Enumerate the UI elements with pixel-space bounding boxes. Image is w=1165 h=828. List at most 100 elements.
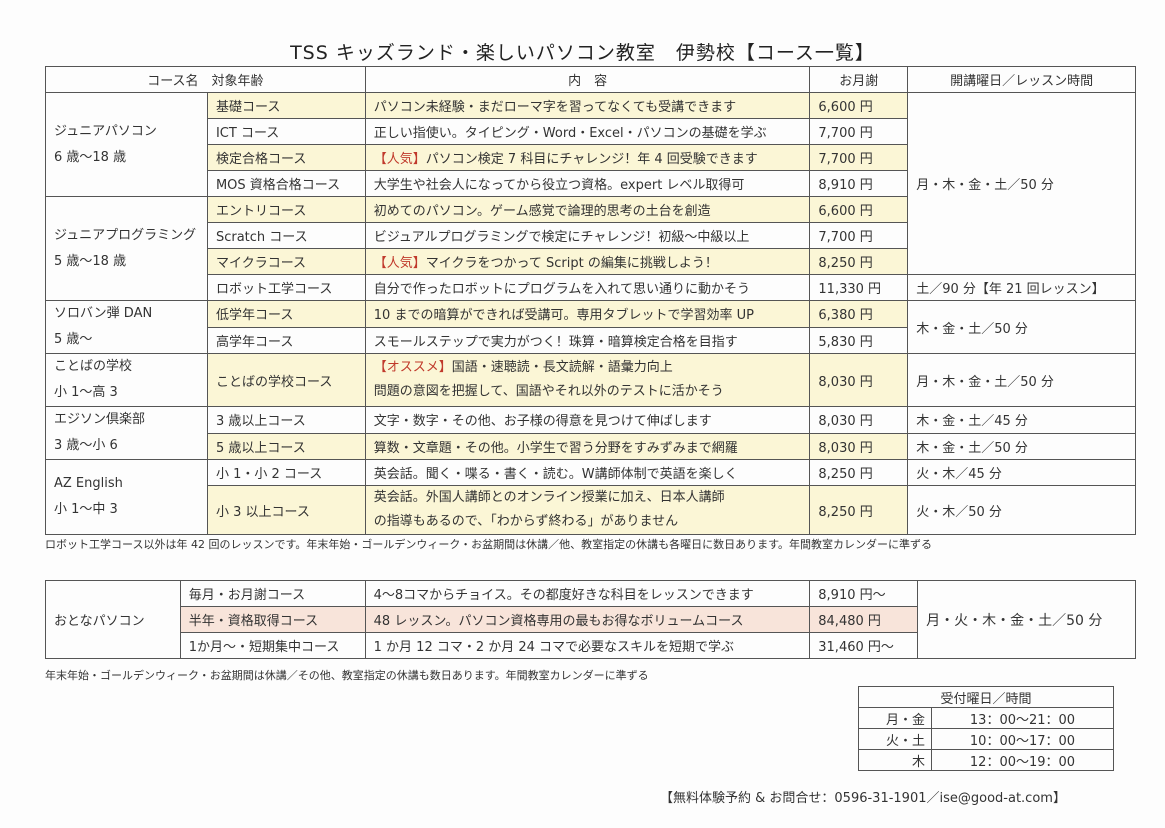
- group-age: 5 歳～: [54, 332, 93, 347]
- course-name: 基礎コース: [206, 92, 366, 119]
- course-schedule: 月・火・木・金・土／50 分: [917, 580, 1136, 659]
- group-age: 小 1～高 3: [54, 385, 118, 400]
- group-name: ソロバン弾 DAN: [54, 306, 153, 321]
- course-name: 小 1・小 2 コース: [206, 459, 366, 486]
- table-row: ソロバン弾 DAN 5 歳～ 低学年コース 10 までの暗算ができれば受講可。専用タブ…: [45, 300, 1136, 354]
- course-content: 【人気】パソコン検定 7 科目にチャレンジ！年 4 回受験できます: [364, 144, 811, 171]
- group-name: ことばの学校: [54, 359, 133, 374]
- hours-day: 月・金: [858, 707, 932, 729]
- table-row: ICT コース 正しい指使い。タイピング・Word・Excel・パソコンの基礎を学…: [46, 118, 1136, 145]
- table-row: 高学年コース スモールステップで実力がつく！珠算・暗算検定合格を目指す 5,830 …: [46, 326, 1136, 354]
- content-text: 文字・数字・その他、お子様の得意を見つけて伸ばします: [373, 414, 712, 430]
- course-price: 5,830 円: [809, 326, 909, 354]
- course-content: 自分で作ったロボットにプログラムを入れて思い通りに動かそう: [364, 274, 811, 301]
- note-holidays: 年末年始・ゴールデンウィーク・お盆期間は休講／その他、教室指定の休講も数日ありま…: [45, 669, 649, 682]
- content-text: スモールステップで実力がつく！珠算・暗算検定合格を目指す: [373, 334, 738, 350]
- content-text: 自分で作ったロボットにプログラムを入れて思い通りに動かそう: [373, 282, 751, 297]
- course-name: エントリコース: [206, 196, 366, 223]
- header-course: コース名 対象年齢: [45, 66, 366, 93]
- group-name: AZ English: [54, 476, 123, 491]
- content-text: 国語・速聴読・長文読解・語彙力向上: [451, 360, 673, 375]
- course-group: ジュニアプログラミング 5 歳～18 歳: [45, 196, 208, 301]
- table-header: コース名 対象年齢 内 容 お月謝 開講曜日／レッスン時間: [45, 66, 1136, 93]
- course-schedule: 木・金・土／45 分: [907, 406, 1136, 434]
- course-price: 7,700 円: [809, 118, 909, 145]
- header-price: お月謝: [809, 66, 909, 93]
- course-content: 算数・文章題・その他。小学生で習う分野をすみずみまで網羅: [364, 432, 811, 460]
- course-name: 検定合格コース: [206, 144, 366, 171]
- course-price: 6,600 円: [809, 92, 909, 119]
- content-text: 10 までの暗算ができれば受講可。専用タブレットで学習効率 UP: [373, 308, 754, 324]
- group-age: 小 1～中 3: [54, 502, 118, 517]
- course-table: コース名 対象年齢 内 容 お月謝 開講曜日／レッスン時間 ジュニアパソコン 6 …: [45, 66, 1136, 535]
- course-name: ICT コース: [206, 118, 366, 145]
- contact-info: 【無料体験予約 & お問合せ：0596-31-1901／ise@good-at.…: [660, 791, 1066, 806]
- table-row: ことばの学校小 1～高 3 ことばの学校コース 【オススメ】国語・速聴読・長文読解・…: [45, 353, 1136, 407]
- table-row: 小 3 以上コース 英会話。外国人講師とのオンライン授業に加え、日本人講師 の指導も…: [46, 485, 1136, 535]
- group-age: 6 歳～18 歳: [54, 149, 127, 165]
- course-name: ことばの学校コース: [206, 353, 366, 407]
- table-row: Scratch コース ビジュアルプログラミングで検定にチャレンジ！初級～中級以上…: [46, 222, 1136, 249]
- course-schedule: 月・木・金・土／50 分: [907, 92, 1136, 275]
- course-name: 半年・資格取得コース: [179, 606, 366, 633]
- content-line: 英会話。聞く・喋る・書く・読む。W講師体制で英語を楽しく: [374, 463, 802, 482]
- content-line: の指導もあるので、「わからず終わる」がありません: [373, 514, 679, 529]
- group-name: ジュニアパソコン: [54, 123, 157, 139]
- content-text: パソコン検定 7 科目にチャレンジ！年 4 回受験できます: [425, 152, 758, 167]
- table-row: AZ English 小 1～中 3 小 1・小 2 コース 英会話。聞く・喋る・書く…: [45, 459, 1136, 535]
- tag-label: 【オススメ】: [373, 360, 452, 375]
- course-group: おとなパソコン: [45, 580, 181, 659]
- group-name: ジュニアプログラミング: [54, 227, 197, 243]
- content-text: 英会話。聞く・喋る・書く・読む。W講師体制で英語を楽しく: [373, 467, 738, 482]
- content-text: パソコン未経験・まだローマ字を習ってなくても受講できます: [373, 100, 737, 115]
- table-row: 半年・資格取得コース 48 レッスン。パソコン資格専用の最もお得なボリュームコース…: [46, 606, 1136, 633]
- course-group: ジュニアパソコン 6 歳～18 歳: [45, 92, 208, 197]
- hours-title: 受付曜日／時間: [858, 686, 1114, 708]
- course-name: 低学年コース: [206, 300, 366, 328]
- course-name: 毎月・お月謝コース: [179, 580, 366, 607]
- note-lessons: ロボット工学コース以外は年 42 回のレッスンです。年末年始・ゴールデンウィーク…: [45, 538, 933, 551]
- group-age: 3 歳～小 6: [54, 438, 118, 453]
- course-content: 英会話。外国人講師とのオンライン授業に加え、日本人講師 の指導もあるので、「わから…: [364, 485, 811, 535]
- hours-day: 木: [858, 749, 932, 771]
- table-row: おとなパソコン 毎月・お月謝コース 4～8コマからチョイス。その都度好きな科目をレッ…: [45, 580, 1136, 659]
- content-line: 英会話。外国人講師とのオンライン授業に加え、日本人講師: [374, 486, 802, 510]
- hours-time: 10：00～17：00: [931, 728, 1114, 750]
- content-line: 10 までの暗算ができれば受講可。専用タブレットで学習効率 UP: [374, 304, 802, 323]
- course-name: Scratch コース: [206, 222, 366, 249]
- content-text: 大学生や社会人になってから役立つ資格。expert レベル取得可: [373, 178, 745, 193]
- course-name: 高学年コース: [206, 326, 366, 354]
- course-content: 大学生や社会人になってから役立つ資格。expert レベル取得可: [364, 170, 811, 197]
- course-price: 7,700 円: [809, 222, 909, 249]
- header-content: 内 容: [364, 66, 811, 93]
- course-name: 5 歳以上コース: [206, 432, 366, 460]
- content-line: 【人気】マイクラをつかって Script の編集に挑戦しよう！: [374, 252, 802, 271]
- course-price: 31,460 円～: [809, 632, 919, 659]
- tag-label: 【人気】: [373, 152, 426, 167]
- course-content: 1 か月 12 コマ・2 か月 24 コマで必要なスキルを短期で学ぶ: [364, 632, 811, 659]
- content-text: 英会話。外国人講師とのオンライン授業に加え、日本人講師: [373, 490, 725, 505]
- course-name: MOS 資格合格コース: [206, 170, 366, 197]
- page-title: TSS キッズランド・楽しいパソコン教室 伊勢校【コース一覧】: [290, 42, 875, 64]
- course-price: 8,250 円: [809, 485, 909, 535]
- course-name: マイクラコース: [206, 248, 366, 275]
- course-price: 8,030 円: [809, 406, 909, 434]
- hours-time: 13：00～21：00: [931, 707, 1114, 729]
- hours-day: 火・土: [858, 728, 932, 750]
- table-row: ジュニアパソコン 6 歳～18 歳 基礎コース パソコン未経験・まだローマ字を習ってな…: [45, 92, 1136, 275]
- content-line: 自分で作ったロボットにプログラムを入れて思い通りに動かそう: [374, 278, 802, 297]
- content-line: 正しい指使い。タイピング・Word・Excel・パソコンの基礎を学ぶ: [374, 122, 802, 141]
- course-price: 6,600 円: [809, 196, 909, 223]
- hours-time: 12：00～19：00: [931, 749, 1114, 771]
- course-price: 11,330 円: [809, 274, 909, 301]
- header-schedule: 開講曜日／レッスン時間: [907, 66, 1136, 93]
- content-line: ビジュアルプログラミングで検定にチャレンジ！初級～中級以上: [374, 226, 802, 245]
- content-line: パソコン未経験・まだローマ字を習ってなくても受講できます: [374, 96, 802, 115]
- course-price: 8,910 円～: [809, 580, 919, 607]
- content-text: 算数・文章題・その他。小学生で習う分野をすみずみまで網羅: [373, 440, 738, 456]
- course-schedule: 火・木／45 分: [907, 459, 1136, 486]
- course-group: ソロバン弾 DAN 5 歳～: [45, 300, 208, 354]
- group-age: 5 歳～18 歳: [54, 253, 127, 269]
- course-content: 4～8コマからチョイス。その都度好きな科目をレッスンできます: [364, 580, 811, 607]
